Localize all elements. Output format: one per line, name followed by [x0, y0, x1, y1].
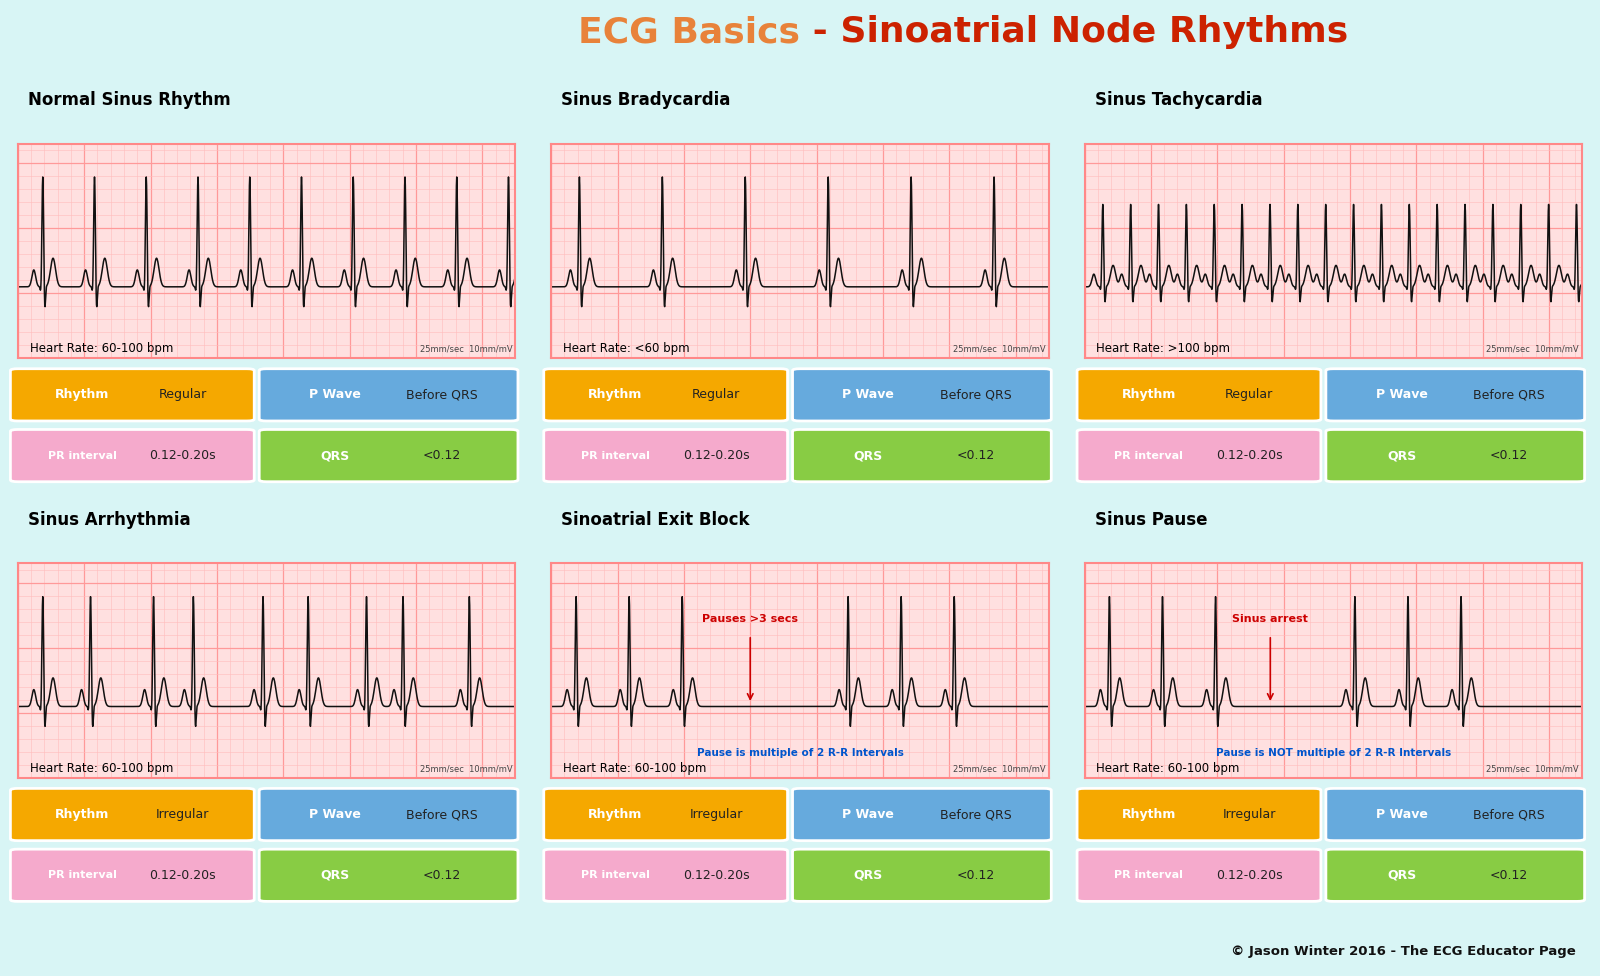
Text: PR interval: PR interval — [1114, 871, 1182, 880]
FancyBboxPatch shape — [792, 369, 1051, 421]
Text: Heart Rate: 60-100 bpm: Heart Rate: 60-100 bpm — [563, 761, 707, 775]
Text: Sinoatrial Exit Block: Sinoatrial Exit Block — [562, 510, 750, 529]
Text: Sinus Bradycardia: Sinus Bradycardia — [562, 91, 731, 109]
Text: Regular: Regular — [691, 388, 741, 401]
Text: PR interval: PR interval — [48, 871, 117, 880]
Text: Rhythm: Rhythm — [1122, 388, 1176, 401]
Text: Before QRS: Before QRS — [1474, 388, 1544, 401]
Text: P Wave: P Wave — [309, 388, 362, 401]
FancyBboxPatch shape — [11, 849, 254, 902]
FancyBboxPatch shape — [1326, 369, 1584, 421]
Text: Before QRS: Before QRS — [939, 388, 1011, 401]
Text: Sinus Arrhythmia: Sinus Arrhythmia — [29, 510, 190, 529]
Text: 0.12-0.20s: 0.12-0.20s — [1216, 449, 1283, 462]
Text: QRS: QRS — [320, 869, 349, 881]
Text: Before QRS: Before QRS — [406, 388, 478, 401]
Text: 0.12-0.20s: 0.12-0.20s — [149, 869, 216, 881]
FancyBboxPatch shape — [11, 429, 254, 482]
Text: 0.12-0.20s: 0.12-0.20s — [683, 449, 749, 462]
Text: 0.12-0.20s: 0.12-0.20s — [1216, 869, 1283, 881]
Text: Rhythm: Rhythm — [589, 808, 643, 821]
Text: 25mm/sec  10mm/mV: 25mm/sec 10mm/mV — [419, 764, 512, 774]
Text: © Jason Winter 2016 - The ECG Educator Page: © Jason Winter 2016 - The ECG Educator P… — [1232, 946, 1576, 958]
FancyBboxPatch shape — [544, 789, 787, 840]
Text: Pause is NOT multiple of 2 R-R Intervals: Pause is NOT multiple of 2 R-R Intervals — [1216, 748, 1451, 758]
Text: Rhythm: Rhythm — [589, 388, 643, 401]
Text: P Wave: P Wave — [309, 808, 362, 821]
FancyBboxPatch shape — [1077, 369, 1322, 421]
Text: QRS: QRS — [1387, 869, 1416, 881]
Text: Sinus arrest: Sinus arrest — [1232, 614, 1309, 624]
Text: 25mm/sec  10mm/mV: 25mm/sec 10mm/mV — [954, 345, 1045, 354]
Text: <0.12: <0.12 — [957, 869, 995, 881]
Text: Irregular: Irregular — [155, 808, 210, 821]
FancyBboxPatch shape — [544, 369, 787, 421]
Text: <0.12: <0.12 — [957, 449, 995, 462]
Text: Regular: Regular — [1226, 388, 1274, 401]
FancyBboxPatch shape — [1326, 789, 1584, 840]
Text: P Wave: P Wave — [842, 388, 894, 401]
FancyBboxPatch shape — [1077, 789, 1322, 840]
Text: PR interval: PR interval — [581, 451, 650, 461]
Text: Normal Sinus Rhythm: Normal Sinus Rhythm — [29, 91, 230, 109]
Text: P Wave: P Wave — [1376, 808, 1427, 821]
FancyBboxPatch shape — [259, 429, 518, 482]
Text: Heart Rate: 60-100 bpm: Heart Rate: 60-100 bpm — [30, 761, 173, 775]
Text: Rhythm: Rhythm — [54, 808, 109, 821]
Text: QRS: QRS — [854, 869, 883, 881]
Text: Rhythm: Rhythm — [1122, 808, 1176, 821]
Text: Before QRS: Before QRS — [406, 808, 478, 821]
Text: PR interval: PR interval — [48, 451, 117, 461]
Text: Before QRS: Before QRS — [1474, 808, 1544, 821]
Text: 0.12-0.20s: 0.12-0.20s — [683, 869, 749, 881]
Text: 25mm/sec  10mm/mV: 25mm/sec 10mm/mV — [1486, 764, 1579, 774]
Text: Regular: Regular — [158, 388, 206, 401]
Text: Heart Rate: <60 bpm: Heart Rate: <60 bpm — [563, 342, 690, 355]
Text: Sinus Tachycardia: Sinus Tachycardia — [1094, 91, 1262, 109]
FancyBboxPatch shape — [792, 849, 1051, 902]
Text: Heart Rate: >100 bpm: Heart Rate: >100 bpm — [1096, 342, 1230, 355]
Text: Irregular: Irregular — [1222, 808, 1277, 821]
Text: Rhythm: Rhythm — [54, 388, 109, 401]
Text: <0.12: <0.12 — [1490, 869, 1528, 881]
FancyBboxPatch shape — [1077, 849, 1322, 902]
Text: P Wave: P Wave — [1376, 388, 1427, 401]
Text: Before QRS: Before QRS — [939, 808, 1011, 821]
Text: Heart Rate: 60-100 bpm: Heart Rate: 60-100 bpm — [1096, 761, 1240, 775]
FancyBboxPatch shape — [259, 789, 518, 840]
Text: 25mm/sec  10mm/mV: 25mm/sec 10mm/mV — [419, 345, 512, 354]
Text: Pause is multiple of 2 R-R Intervals: Pause is multiple of 2 R-R Intervals — [696, 748, 904, 758]
Text: <0.12: <0.12 — [422, 449, 461, 462]
Text: QRS: QRS — [854, 449, 883, 462]
Text: 25mm/sec  10mm/mV: 25mm/sec 10mm/mV — [1486, 345, 1579, 354]
Text: PR interval: PR interval — [1114, 451, 1182, 461]
Text: <0.12: <0.12 — [422, 869, 461, 881]
Text: Heart Rate: 60-100 bpm: Heart Rate: 60-100 bpm — [30, 342, 173, 355]
Text: ECG Basics: ECG Basics — [578, 16, 800, 49]
Text: P Wave: P Wave — [842, 808, 894, 821]
Text: Pauses >3 secs: Pauses >3 secs — [702, 614, 798, 624]
Text: QRS: QRS — [1387, 449, 1416, 462]
Text: PR interval: PR interval — [581, 871, 650, 880]
FancyBboxPatch shape — [1077, 429, 1322, 482]
Text: 0.12-0.20s: 0.12-0.20s — [149, 449, 216, 462]
Text: QRS: QRS — [320, 449, 349, 462]
FancyBboxPatch shape — [259, 369, 518, 421]
FancyBboxPatch shape — [11, 369, 254, 421]
FancyBboxPatch shape — [792, 789, 1051, 840]
FancyBboxPatch shape — [1326, 429, 1584, 482]
FancyBboxPatch shape — [792, 429, 1051, 482]
Text: Sinus Pause: Sinus Pause — [1094, 510, 1206, 529]
FancyBboxPatch shape — [1326, 849, 1584, 902]
FancyBboxPatch shape — [259, 849, 518, 902]
Text: - Sinoatrial Node Rhythms: - Sinoatrial Node Rhythms — [800, 16, 1349, 49]
FancyBboxPatch shape — [11, 789, 254, 840]
FancyBboxPatch shape — [544, 429, 787, 482]
Text: Irregular: Irregular — [690, 808, 742, 821]
Text: <0.12: <0.12 — [1490, 449, 1528, 462]
Text: 25mm/sec  10mm/mV: 25mm/sec 10mm/mV — [954, 764, 1045, 774]
FancyBboxPatch shape — [544, 849, 787, 902]
